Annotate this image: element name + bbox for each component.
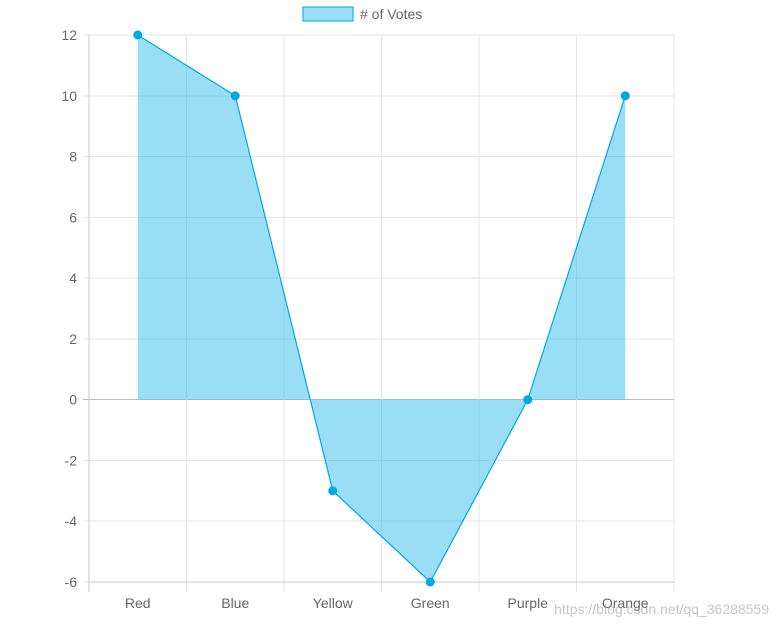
data-point-purple[interactable] xyxy=(523,395,533,405)
series-area xyxy=(137,35,626,582)
data-point-green[interactable] xyxy=(425,577,435,587)
data-point-yellow[interactable] xyxy=(328,486,338,496)
data-point-orange[interactable] xyxy=(620,91,630,101)
series-line-path xyxy=(137,34,626,583)
legend-swatch[interactable] xyxy=(302,6,354,22)
x-tick-label-blue: Blue xyxy=(221,595,249,611)
y-tick-label: -2 xyxy=(65,452,78,468)
y-tick-label: 10 xyxy=(61,88,77,104)
y-tick-label: -6 xyxy=(65,574,78,590)
area-fill xyxy=(137,35,626,582)
y-tick-label: 8 xyxy=(69,149,77,165)
y-tick-label: 6 xyxy=(69,209,77,225)
x-tick-label-purple: Purple xyxy=(508,595,549,611)
data-point-red[interactable] xyxy=(133,30,143,40)
series-points xyxy=(133,30,630,587)
watermark: https://blog.csdn.net/qq_36288559 xyxy=(554,601,769,617)
y-tick-label: 2 xyxy=(69,331,77,347)
x-axis-tick-labels: Red Blue Yellow Green Purple Orange xyxy=(125,595,649,611)
y-axis-tick-labels: 12 10 8 6 4 2 0 -2 -4 -6 xyxy=(61,27,77,590)
x-tick-label-orange: Orange xyxy=(602,595,649,611)
x-tick-label-red: Red xyxy=(125,595,151,611)
x-tick-label-yellow: Yellow xyxy=(313,595,354,611)
x-tick-label-green: Green xyxy=(411,595,450,611)
y-tick-label: 0 xyxy=(69,392,77,408)
series-line xyxy=(137,34,626,583)
data-point-blue[interactable] xyxy=(230,91,240,101)
legend[interactable]: # of Votes xyxy=(302,6,422,22)
y-tick-label: 12 xyxy=(61,27,77,43)
y-tick-label: 4 xyxy=(69,270,77,286)
legend-label[interactable]: # of Votes xyxy=(360,6,422,22)
y-tick-label: -4 xyxy=(65,513,78,529)
